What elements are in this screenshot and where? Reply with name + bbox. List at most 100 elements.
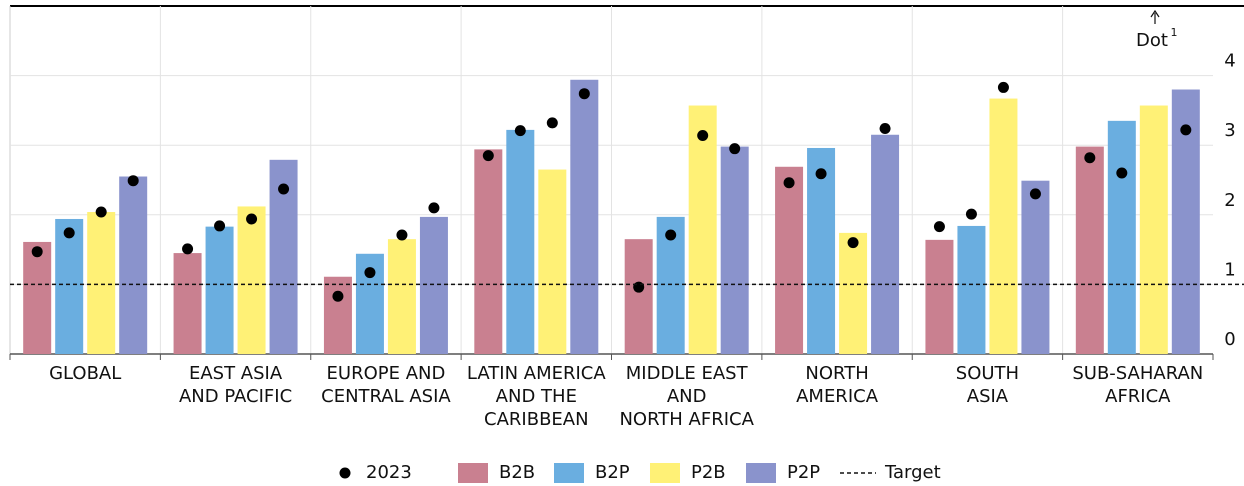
legend-label: B2P	[595, 462, 630, 483]
dot	[246, 213, 258, 225]
bar	[538, 169, 567, 354]
dot	[1180, 124, 1192, 136]
dot	[965, 208, 977, 220]
x-tick-label: EUROPE AND CENTRAL ASIA	[321, 363, 451, 407]
legend-label: B2B	[499, 462, 535, 483]
x-tick-label-line: SUB-SAHARAN	[1072, 363, 1203, 384]
dot	[783, 177, 795, 189]
x-tick-label: LATIN AMERICA AND THE CARIBBEAN	[467, 363, 606, 430]
dot	[847, 237, 859, 249]
dot	[546, 117, 558, 129]
legend-swatch	[746, 463, 776, 483]
x-tick-label-line: CENTRAL ASIA	[321, 386, 451, 407]
legend-swatch	[458, 463, 488, 483]
dot	[1116, 167, 1128, 179]
bar	[237, 206, 266, 354]
bar	[474, 149, 503, 354]
legend-dot	[339, 467, 351, 479]
axis-arrow-head	[1150, 9, 1160, 18]
bar	[506, 129, 535, 354]
bar	[323, 276, 352, 354]
dot	[428, 202, 440, 214]
x-tick-label-line: MIDDLE EAST	[626, 363, 749, 384]
dot	[63, 227, 75, 239]
dot	[697, 129, 709, 141]
y-tick-label: 0	[1224, 329, 1235, 350]
bar	[624, 239, 653, 354]
bar	[1107, 120, 1136, 354]
dot	[1084, 152, 1096, 164]
y-axis-label: Dot	[1136, 30, 1168, 51]
bar	[807, 147, 836, 354]
x-tick-label-line: AND PACIFIC	[179, 386, 292, 407]
bar	[87, 212, 116, 354]
dot	[729, 143, 741, 155]
dot	[482, 150, 494, 162]
dot	[578, 88, 590, 100]
dot	[815, 168, 827, 180]
x-tick-label: SUB-SAHARAN AFRICA	[1072, 363, 1203, 407]
y-tick-label: 3	[1224, 120, 1235, 141]
dot	[633, 281, 645, 293]
x-tick-label-line: NORTH	[805, 363, 868, 384]
x-tick-label-line: GLOBAL	[49, 363, 121, 384]
x-tick-label-line: EUROPE AND	[327, 363, 446, 384]
x-tick-label: SOUTH ASIA	[956, 363, 1019, 407]
x-tick-label-line: ASIA	[967, 386, 1009, 407]
bar	[957, 225, 986, 354]
bar	[720, 146, 749, 354]
x-tick-label-line: AFRICA	[1105, 386, 1171, 407]
legend-label: P2B	[691, 462, 726, 483]
bar	[55, 218, 84, 354]
x-tick-label-line: SOUTH	[956, 363, 1019, 384]
y-tick-label: 1	[1224, 259, 1235, 280]
bar	[173, 253, 202, 354]
bar	[419, 216, 448, 354]
dot	[214, 220, 226, 232]
dot	[396, 229, 408, 241]
bar	[1139, 105, 1168, 354]
dot	[364, 267, 376, 279]
bar	[871, 134, 900, 354]
x-tick-label: EAST ASIA AND PACIFIC	[179, 363, 292, 407]
dot	[665, 229, 677, 241]
dot	[31, 246, 43, 258]
dot	[997, 81, 1009, 93]
x-tick-label-line: CARIBBEAN	[484, 409, 589, 430]
bar	[1021, 180, 1050, 354]
bar	[570, 79, 599, 354]
dot	[95, 206, 107, 218]
legend-swatch	[554, 463, 584, 483]
bar	[387, 239, 416, 354]
bar	[23, 241, 52, 354]
bar	[1075, 146, 1104, 354]
bar	[688, 105, 717, 354]
x-tick-label: GLOBAL	[49, 363, 121, 384]
x-tick-label-line: NORTH AFRICA	[619, 409, 754, 430]
x-tick-label: MIDDLE EAST AND NORTH AFRICA	[619, 363, 754, 430]
dot	[182, 243, 194, 255]
dot	[278, 183, 290, 195]
legend-swatch	[650, 463, 680, 483]
y-axis-note: 1	[1171, 26, 1178, 39]
x-tick-label: NORTH AMERICA	[796, 363, 879, 407]
legend-label: P2P	[787, 462, 820, 483]
x-tick-label-line: EAST ASIA	[189, 363, 283, 384]
bar	[775, 166, 804, 354]
bar	[205, 226, 234, 354]
legend-label: Target	[884, 462, 941, 483]
x-tick-label-line: AND	[667, 386, 707, 407]
dot	[933, 221, 945, 233]
bar	[925, 239, 954, 354]
x-tick-label-line: AND THE	[496, 386, 577, 407]
y-tick-label: 2	[1224, 190, 1235, 211]
bar	[119, 176, 148, 354]
dot	[879, 122, 891, 134]
bar	[989, 98, 1018, 355]
dot	[1029, 188, 1041, 200]
dot	[332, 290, 344, 302]
dot	[127, 175, 139, 187]
x-tick-label-line: AMERICA	[796, 386, 879, 407]
bar	[839, 232, 868, 354]
